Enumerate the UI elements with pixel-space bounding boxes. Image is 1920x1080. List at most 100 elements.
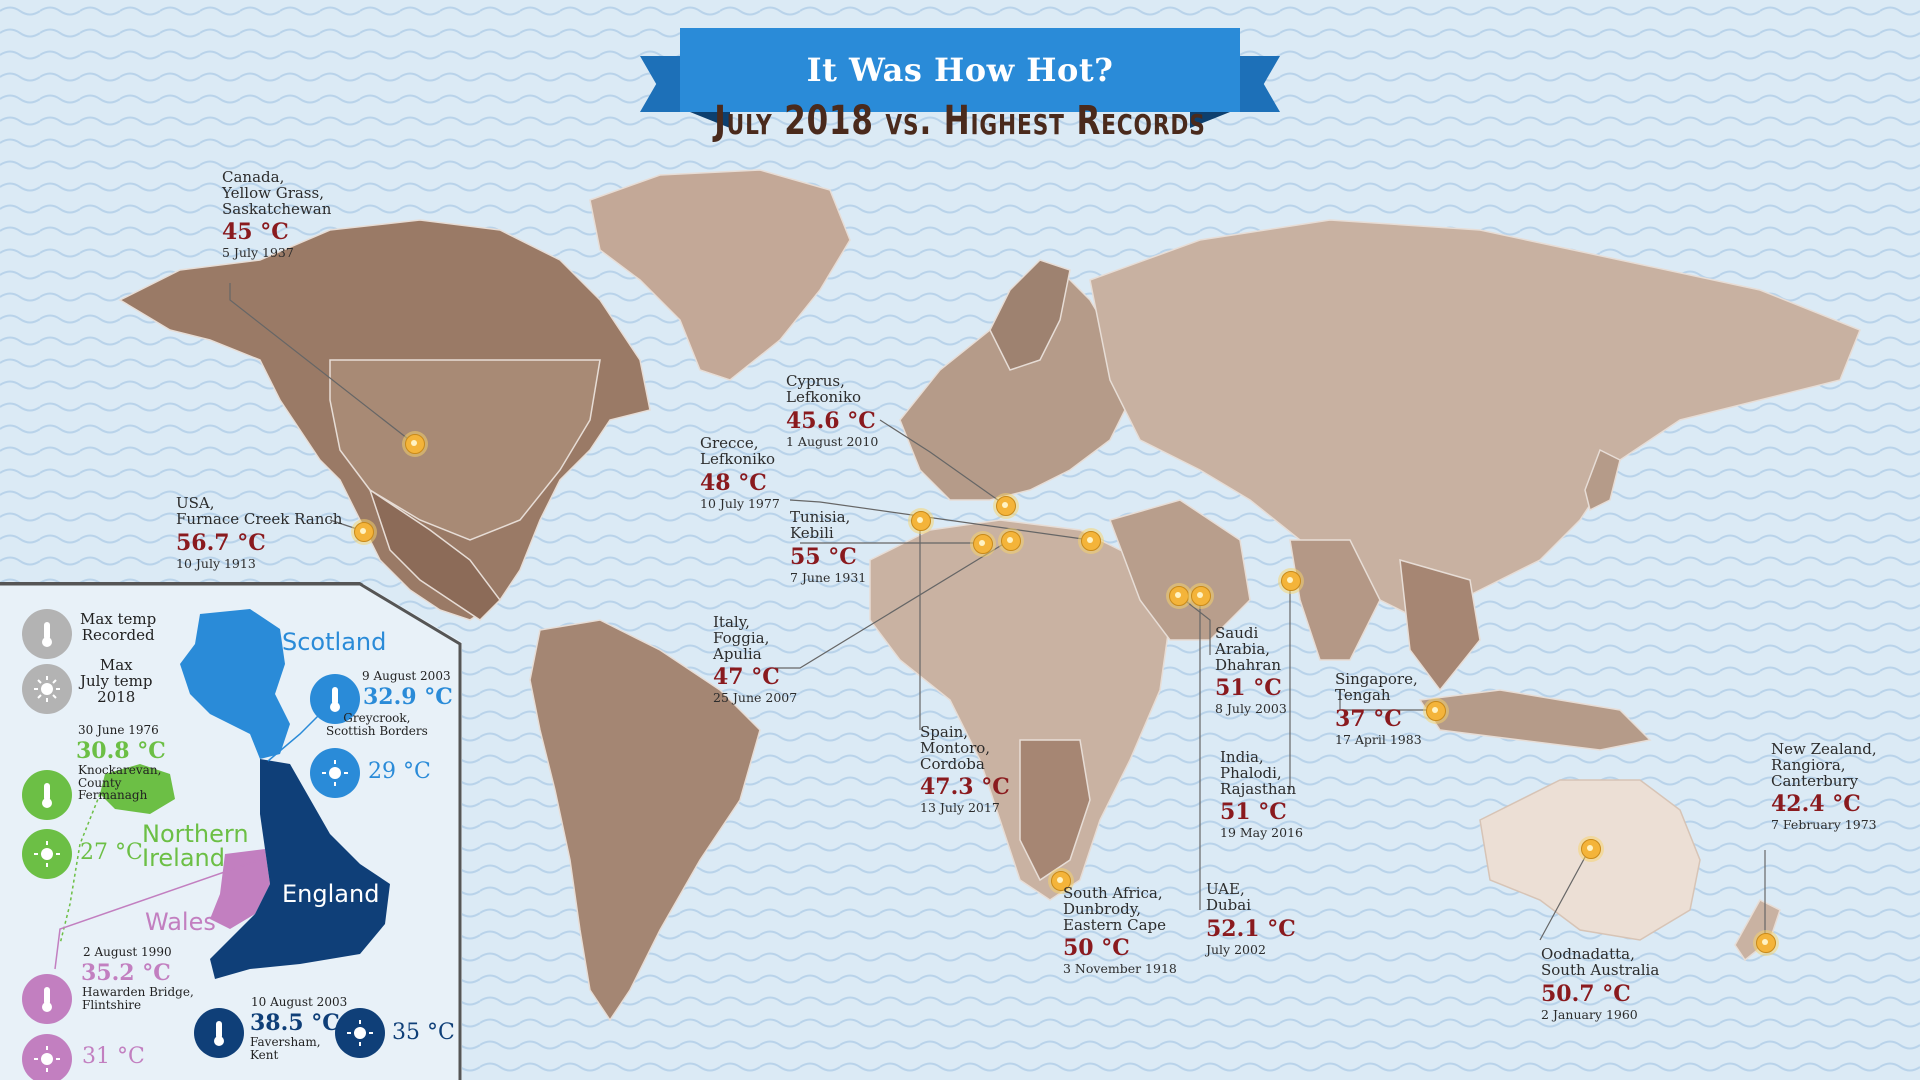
record-place: Oodnadatta, South Australia	[1541, 945, 1660, 979]
record-place: South Africa, Dunbrody, Eastern Cape	[1063, 884, 1166, 934]
sun-marker-icon[interactable]	[1581, 839, 1601, 859]
record-callout-new-zealand[interactable]: New Zealand, Rangiora, Canterbury 42.4 °…	[1771, 740, 1877, 831]
record-place: Singapore, Tengah	[1335, 670, 1418, 704]
record-temp: 52.1 °C	[1206, 915, 1296, 942]
scotland-july-temp: 29 °C	[368, 759, 431, 784]
record-date: 19 May 2016	[1220, 825, 1303, 841]
sun-marker-icon[interactable]	[405, 434, 425, 454]
wales-record-date: 2 August 1990	[83, 945, 172, 959]
record-callout-greece[interactable]: Grecce, Lefkoniko 48 °C 10 July 1977	[700, 434, 780, 511]
record-place: Grecce, Lefkoniko	[700, 434, 776, 468]
sun-marker-icon[interactable]	[996, 496, 1016, 516]
record-callout-canada[interactable]: Canada, Yellow Grass, Saskatchewan 45 °C…	[222, 168, 332, 259]
wales-region	[210, 849, 270, 929]
south-america-land	[529, 619, 761, 1022]
scotland-region	[180, 609, 290, 759]
wales-sun-icon	[22, 1034, 72, 1080]
record-temp: 51 °C	[1220, 799, 1287, 826]
page-subtitle: July 2018 vs. Highest Records	[714, 98, 1206, 144]
sun-marker-icon[interactable]	[1281, 571, 1301, 591]
record-callout-south-africa[interactable]: South Africa, Dunbrody, Eastern Cape 50 …	[1063, 884, 1177, 977]
record-date: 10 July 1913	[176, 555, 256, 571]
record-temp: 37 °C	[1335, 705, 1402, 732]
sun-marker-icon[interactable]	[1081, 531, 1101, 551]
record-place: New Zealand, Rangiora, Canterbury	[1771, 740, 1877, 790]
record-place: UAE, Dubai	[1206, 880, 1252, 914]
record-place: Canada, Yellow Grass, Saskatchewan	[222, 168, 332, 218]
scotland-thermometer-icon	[310, 674, 360, 724]
record-date: 7 June 1931	[790, 569, 867, 585]
record-date: 25 June 2007	[713, 690, 798, 706]
record-callout-spain[interactable]: Spain, Montoro, Cordoba 47.3 °C 13 July …	[920, 723, 1010, 816]
record-callout-singapore[interactable]: Singapore, Tengah 37 °C 17 April 1983	[1335, 670, 1422, 745]
record-temp: 47 °C	[713, 664, 780, 691]
sun-marker-icon[interactable]	[354, 522, 374, 542]
wales-label: Wales	[145, 908, 216, 936]
record-callout-italy[interactable]: Italy, Foggia, Apulia 47 °C 25 June 2007	[713, 614, 798, 706]
sun-marker-icon[interactable]	[911, 511, 931, 531]
ni-record-temp: 30.8 °C	[76, 738, 166, 764]
scotland-sun-icon	[310, 748, 360, 798]
record-callout-india[interactable]: India, Phalodi, Rajasthan 51 °C 19 May 2…	[1220, 748, 1303, 841]
england-thermometer-icon	[194, 1008, 244, 1058]
ni-sun-icon	[22, 829, 72, 879]
england-record-place: Faversham, Kent	[250, 1035, 321, 1062]
england-region	[210, 759, 390, 979]
legend-max-temp-label: Max temp Recorded	[80, 610, 157, 644]
record-place: Spain, Montoro, Cordoba	[920, 723, 991, 773]
record-date: 3 November 1918	[1063, 961, 1177, 977]
record-date: 10 July 1977	[700, 495, 780, 511]
record-date: 13 July 2017	[920, 800, 1000, 816]
record-date: July 2002	[1206, 941, 1266, 957]
record-callout-tunisia[interactable]: Tunisia, Kebili 55 °C 7 June 1931	[790, 509, 867, 585]
legend-max-july-label: Max July temp 2018	[80, 656, 153, 706]
uk-map	[0, 584, 462, 1080]
wales-thermometer-icon	[22, 974, 72, 1024]
record-place: Saudi Arabia, Dhahran	[1215, 624, 1282, 674]
northern-ireland-region	[100, 764, 175, 814]
record-date: 1 August 2010	[786, 433, 879, 449]
record-temp: 45.6 °C	[786, 407, 876, 434]
record-temp: 55 °C	[790, 543, 857, 570]
ni-thermometer-icon	[22, 770, 72, 820]
england-sun-icon	[335, 1008, 385, 1058]
sun-marker-icon[interactable]	[973, 534, 993, 554]
scotland-record-place: Greycrook, Scottish Borders	[326, 711, 428, 738]
greenland-land	[589, 169, 851, 381]
record-place: India, Phalodi, Rajasthan	[1220, 748, 1297, 798]
australia-land	[1479, 779, 1701, 941]
title-banner: It Was How Hot?	[640, 28, 1280, 128]
ni-record-date: 30 June 1976	[78, 723, 159, 737]
sun-marker-icon[interactable]	[1191, 586, 1211, 606]
record-date: 2 January 1960	[1541, 1006, 1638, 1022]
england-record-temp: 38.5 °C	[250, 1010, 340, 1036]
record-temp: 45 °C	[222, 219, 289, 246]
sun-marker-icon[interactable]	[1051, 871, 1071, 891]
asia-land	[1089, 219, 1861, 621]
record-callout-cyprus[interactable]: Cyprus, Lefkoniko 45.6 °C 1 August 2010	[786, 372, 879, 449]
record-temp: 51 °C	[1215, 675, 1282, 702]
wales-july-temp: 31 °C	[82, 1044, 145, 1069]
record-callout-saudi[interactable]: Saudi Arabia, Dhahran 51 °C 8 July 2003	[1215, 624, 1287, 715]
record-callout-uae[interactable]: UAE, Dubai 52.1 °C July 2002	[1206, 880, 1296, 957]
sun-marker-icon[interactable]	[1169, 586, 1189, 606]
england-label: England	[282, 880, 380, 908]
uk-inset-panel: Max temp Recorded Max July temp 2018 Sco…	[0, 582, 462, 1080]
sun-marker-icon[interactable]	[1426, 701, 1446, 721]
ni-july-temp: 27 °C	[80, 840, 143, 865]
sun-marker-icon[interactable]	[1001, 531, 1021, 551]
record-temp: 50 °C	[1063, 935, 1130, 962]
record-place: USA, Furnace Creek Ranch	[176, 494, 343, 528]
scotland-label: Scotland	[282, 628, 387, 656]
record-temp: 56.7 °C	[176, 529, 266, 556]
wales-record-place: Hawarden Bridge, Flintshire	[82, 985, 194, 1012]
record-callout-australia[interactable]: Oodnadatta, South Australia 50.7 °C 2 Ja…	[1541, 945, 1660, 1022]
record-place: Cyprus, Lefkoniko	[786, 372, 862, 406]
sun-marker-icon[interactable]	[1756, 933, 1776, 953]
africa-land	[869, 519, 1171, 901]
record-callout-usa[interactable]: USA, Furnace Creek Ranch 56.7 °C 10 July…	[176, 494, 343, 571]
england-record-date: 10 August 2003	[251, 995, 348, 1009]
